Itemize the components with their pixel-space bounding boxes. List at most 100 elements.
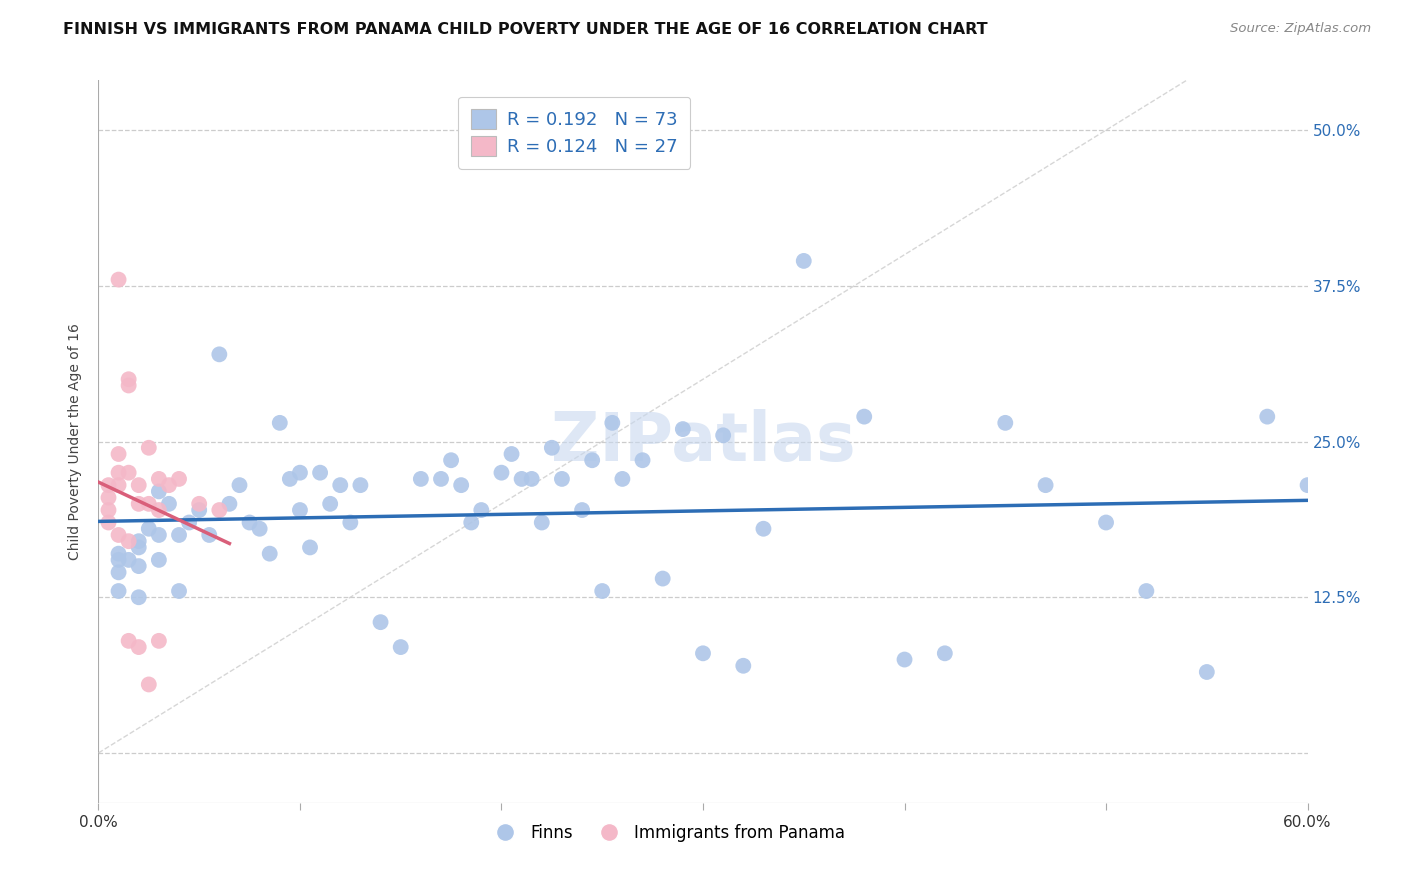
Point [460, 516, 482, 530]
Point [188, 503, 211, 517]
Point [440, 453, 463, 467]
Point [239, 516, 262, 530]
Point [1195, 665, 1218, 679]
Point [1135, 584, 1157, 599]
Point [349, 478, 371, 492]
Point [259, 547, 281, 561]
Point [107, 447, 129, 461]
Point [157, 497, 180, 511]
Point [148, 472, 170, 486]
Point [138, 677, 160, 691]
Point [128, 591, 150, 605]
Point [97, 491, 120, 505]
Point [540, 441, 562, 455]
Point [208, 503, 231, 517]
Point [288, 466, 311, 480]
Point [138, 522, 160, 536]
Point [188, 497, 211, 511]
Point [128, 559, 150, 574]
Point [329, 478, 352, 492]
Point [107, 584, 129, 599]
Point [591, 584, 613, 599]
Point [118, 466, 141, 480]
Point [1296, 478, 1319, 492]
Point [97, 478, 120, 492]
Point [167, 528, 190, 542]
Point [793, 253, 815, 268]
Point [450, 478, 472, 492]
Point [128, 534, 150, 549]
Point [269, 416, 291, 430]
Point [571, 503, 593, 517]
Point [501, 447, 523, 461]
Point [711, 428, 734, 442]
Point [249, 522, 271, 536]
Point [893, 652, 915, 666]
Point [491, 466, 513, 480]
Point [309, 466, 332, 480]
Y-axis label: Child Poverty Under the Age of 16: Child Poverty Under the Age of 16 [69, 323, 83, 560]
Point [409, 472, 432, 486]
Text: Source: ZipAtlas.com: Source: ZipAtlas.com [1230, 22, 1371, 36]
Point [118, 378, 141, 392]
Point [148, 633, 170, 648]
Point [107, 272, 129, 286]
Legend: Finns, Immigrants from Panama: Finns, Immigrants from Panama [482, 817, 852, 848]
Point [107, 466, 129, 480]
Point [148, 528, 170, 542]
Point [107, 566, 129, 580]
Point [128, 640, 150, 654]
Point [138, 497, 160, 511]
Text: FINNISH VS IMMIGRANTS FROM PANAMA CHILD POVERTY UNDER THE AGE OF 16 CORRELATION : FINNISH VS IMMIGRANTS FROM PANAMA CHILD … [63, 22, 988, 37]
Point [107, 547, 129, 561]
Point [934, 646, 956, 660]
Point [167, 472, 190, 486]
Point [138, 441, 160, 455]
Point [510, 472, 533, 486]
Point [167, 584, 190, 599]
Point [148, 503, 170, 517]
Point [148, 553, 170, 567]
Point [733, 658, 755, 673]
Point [1035, 478, 1057, 492]
Point [551, 472, 574, 486]
Point [1256, 409, 1278, 424]
Point [672, 422, 695, 436]
Point [520, 472, 543, 486]
Point [602, 416, 624, 430]
Point [370, 615, 392, 630]
Point [107, 528, 129, 542]
Point [339, 516, 361, 530]
Point [179, 516, 201, 530]
Point [288, 503, 311, 517]
Point [389, 640, 412, 654]
Point [118, 633, 141, 648]
Point [157, 478, 180, 492]
Point [118, 372, 141, 386]
Point [107, 553, 129, 567]
Point [218, 497, 240, 511]
Point [1095, 516, 1118, 530]
Point [470, 503, 492, 517]
Point [430, 472, 453, 486]
Point [198, 528, 221, 542]
Point [128, 497, 150, 511]
Point [299, 541, 322, 555]
Point [208, 347, 231, 361]
Point [994, 416, 1017, 430]
Point [530, 516, 553, 530]
Text: ZIPatlas: ZIPatlas [551, 409, 855, 475]
Point [128, 541, 150, 555]
Point [128, 478, 150, 492]
Point [228, 478, 250, 492]
Point [118, 553, 141, 567]
Point [148, 484, 170, 499]
Point [97, 516, 120, 530]
Point [581, 453, 603, 467]
Point [651, 572, 673, 586]
Point [631, 453, 654, 467]
Point [319, 497, 342, 511]
Point [107, 478, 129, 492]
Point [853, 409, 876, 424]
Point [97, 503, 120, 517]
